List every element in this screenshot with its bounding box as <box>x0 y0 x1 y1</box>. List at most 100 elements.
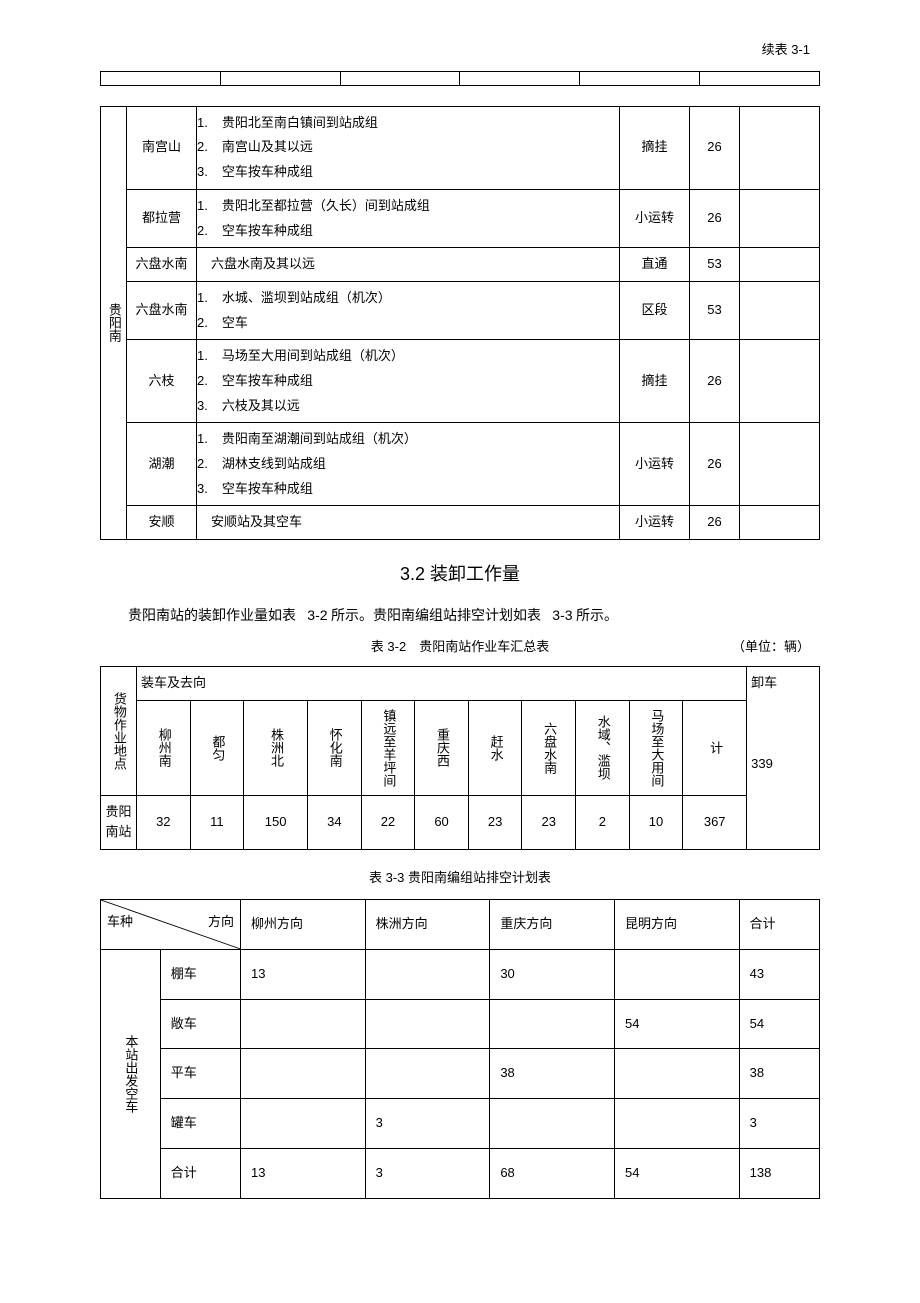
col-header: 水域、滥坝 <box>576 700 630 795</box>
data-cell <box>365 949 490 999</box>
load-group-label: 装车及去向 <box>137 666 747 700</box>
count-cell: 26 <box>690 506 740 540</box>
text-e: 所示。 <box>576 609 618 624</box>
data-cell: 10 <box>629 795 683 850</box>
data-cell: 3 <box>365 1149 490 1199</box>
table-row: 六盘水南1.水城、滥坝到站成组（机次）2.空车区段53 <box>101 281 820 339</box>
data-cell: 60 <box>415 795 469 850</box>
table-row: 安顺安顺站及其空车小运转26 <box>101 506 820 540</box>
ref-3-2: 3-2 <box>300 607 328 623</box>
type-cell: 直通 <box>620 248 690 282</box>
dest-cell: 都拉营 <box>127 189 197 247</box>
caption-title: 贵阳南站作业车汇总表 <box>419 639 549 654</box>
dest-cell: 六盘水南 <box>127 248 197 282</box>
type-cell: 摘挂 <box>620 340 690 423</box>
data-cell: 30 <box>490 949 615 999</box>
data-cell: 367 <box>683 795 747 850</box>
note-cell <box>740 340 820 423</box>
group-label: 本站出发空车 <box>101 949 161 1198</box>
composition-cell: 1.马场至大用间到站成组（机次）2.空车按车种成组3.六枝及其以远 <box>197 340 620 423</box>
data-cell <box>241 1099 366 1149</box>
note-cell <box>740 106 820 189</box>
table-row: 六盘水南六盘水南及其以远直通53 <box>101 248 820 282</box>
col-header: 重庆西 <box>415 700 469 795</box>
data-cell: 38 <box>490 1049 615 1099</box>
data-cell: 22 <box>361 795 415 850</box>
table-3-3: 车种方向柳州方向株洲方向重庆方向昆明方向合计本站出发空车棚车133043敞车54… <box>100 899 820 1199</box>
data-cell: 32 <box>137 795 191 850</box>
data-cell: 11 <box>190 795 244 850</box>
composition-cell: 1.水城、滥坝到站成组（机次）2.空车 <box>197 281 620 339</box>
count-cell: 53 <box>690 281 740 339</box>
count-cell: 26 <box>690 106 740 189</box>
note-cell <box>740 189 820 247</box>
data-cell: 34 <box>308 795 362 850</box>
count-cell: 53 <box>690 248 740 282</box>
data-cell: 68 <box>490 1149 615 1199</box>
note-cell <box>740 423 820 506</box>
table-row: 都拉营1.贵阳北至都拉营（久长）间到站成组2.空车按车种成组小运转26 <box>101 189 820 247</box>
composition-cell: 安顺站及其空车 <box>197 506 620 540</box>
row-label: 棚车 <box>160 949 240 999</box>
row-label: 平车 <box>160 1049 240 1099</box>
note-cell <box>740 281 820 339</box>
row-label: 合计 <box>160 1149 240 1199</box>
table-3-2-caption: 表 3-2 贵阳南站作业车汇总表 （单位：辆） <box>100 637 820 658</box>
body-paragraph: 贵阳南站的装卸作业量如表 3-2 所示。贵阳南编组站排空计划如表 3-3 所示。 <box>100 603 820 629</box>
composition-cell: 1.贵阳北至南白镇间到站成组2.南宫山及其以远3.空车按车种成组 <box>197 106 620 189</box>
text-a: 贵阳南站的装卸作业量如表 <box>128 609 296 624</box>
data-cell: 43 <box>739 949 819 999</box>
col-header: 昆明方向 <box>614 900 739 950</box>
caption-num: 表 3-2 <box>371 639 406 654</box>
diagonal-header: 车种方向 <box>101 900 241 950</box>
continuation-label: 续表 3-1 <box>100 40 820 61</box>
data-cell: 150 <box>244 795 308 850</box>
col-header: 怀化南 <box>308 700 362 795</box>
table-row: 本站出发空车棚车133043 <box>101 949 820 999</box>
table-3-1-body: 贵阳南南宫山1.贵阳北至南白镇间到站成组2.南宫山及其以远3.空车按车种成组摘挂… <box>100 106 820 540</box>
col-header: 计 <box>683 700 747 795</box>
data-cell <box>614 949 739 999</box>
data-cell: 38 <box>739 1049 819 1099</box>
col-header: 镇远至羊坪间 <box>361 700 415 795</box>
table-3-2: 货物作业地点装车及去向卸车339柳州南都匀株洲北怀化南镇远至羊坪间重庆西赶水六盘… <box>100 666 820 850</box>
ref-3-3: 3-3 <box>545 607 573 623</box>
count-cell: 26 <box>690 340 740 423</box>
empty-header-row <box>101 71 820 85</box>
data-cell: 54 <box>739 999 819 1049</box>
caption-unit: （单位：辆） <box>732 637 810 658</box>
type-cell: 小运转 <box>620 506 690 540</box>
note-cell <box>740 506 820 540</box>
table-row: 六枝1.马场至大用间到站成组（机次）2.空车按车种成组3.六枝及其以远摘挂26 <box>101 340 820 423</box>
data-cell <box>365 1049 490 1099</box>
composition-cell: 1.贵阳北至都拉营（久长）间到站成组2.空车按车种成组 <box>197 189 620 247</box>
composition-cell: 六盘水南及其以远 <box>197 248 620 282</box>
data-cell <box>365 999 490 1049</box>
col-header: 株洲北 <box>244 700 308 795</box>
row-label: 敞车 <box>160 999 240 1049</box>
col-header: 都匀 <box>190 700 244 795</box>
unload-cell: 卸车339 <box>747 666 820 849</box>
col-header: 株洲方向 <box>365 900 490 950</box>
table-row: 敞车5454 <box>101 999 820 1049</box>
data-cell: 2 <box>576 795 630 850</box>
data-cell: 23 <box>468 795 522 850</box>
data-cell: 3 <box>739 1099 819 1149</box>
row-label: 罐车 <box>160 1099 240 1149</box>
data-cell <box>241 1049 366 1099</box>
data-cell: 54 <box>614 1149 739 1199</box>
count-cell: 26 <box>690 189 740 247</box>
dest-cell: 南宫山 <box>127 106 197 189</box>
row-header-label: 货物作业地点 <box>101 666 137 795</box>
type-cell: 摘挂 <box>620 106 690 189</box>
data-cell <box>490 999 615 1049</box>
type-cell: 小运转 <box>620 423 690 506</box>
section-title: 3.2 装卸工作量 <box>100 560 820 589</box>
col-header: 赶水 <box>468 700 522 795</box>
dest-cell: 安顺 <box>127 506 197 540</box>
row-label: 贵阳南站 <box>101 795 137 850</box>
data-cell: 13 <box>241 949 366 999</box>
table-row: 湖潮1.贵阳南至湖潮间到站成组（机次）2.湖林支线到站成组3.空车按车种成组小运… <box>101 423 820 506</box>
count-cell: 26 <box>690 423 740 506</box>
text-c: 所示。贵阳南编组站排空计划如表 <box>331 609 541 624</box>
